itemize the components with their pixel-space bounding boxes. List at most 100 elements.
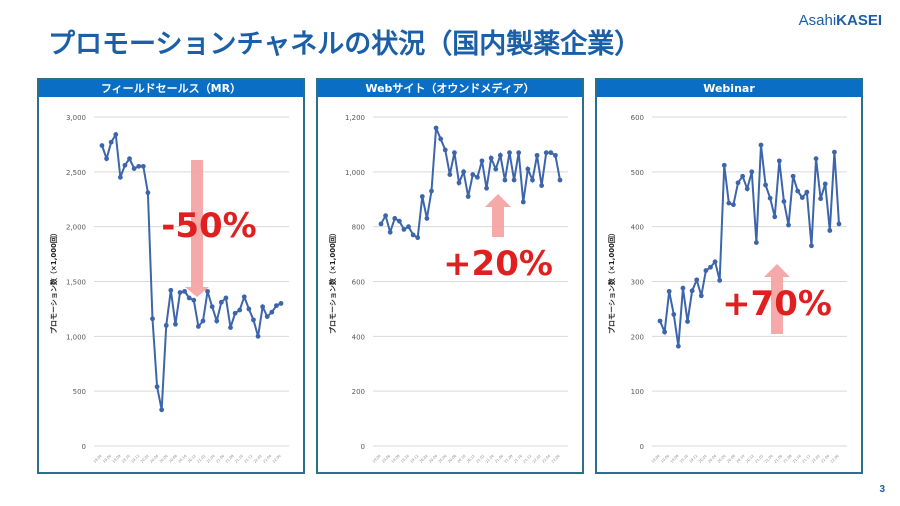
data-point xyxy=(516,150,522,156)
chart-title: Webinar xyxy=(597,80,861,97)
data-point xyxy=(264,314,270,319)
data-point xyxy=(753,240,759,245)
logo-light-text: Asahi xyxy=(798,12,837,29)
data-point xyxy=(232,310,238,316)
data-point xyxy=(237,307,243,313)
y-tick-label: 0 xyxy=(361,443,365,451)
y-tick-label: 400 xyxy=(352,333,365,341)
y-axis-label: プロモーション数（×1,000回） xyxy=(49,229,58,334)
data-point xyxy=(832,149,837,155)
data-point xyxy=(484,185,489,191)
chart-webinar: 0 100 200 300 400 500 600 プロモーション数（×1,000回） 19.0… xyxy=(607,114,847,464)
x-tick-label: 20.12 xyxy=(187,454,197,464)
x-tick-label: 21.12 xyxy=(244,454,254,464)
x-tick-label: 21.04 xyxy=(764,453,774,463)
data-point xyxy=(553,152,558,158)
data-point xyxy=(525,166,531,172)
y-tick-label: 800 xyxy=(352,224,365,232)
data-point xyxy=(108,139,114,145)
data-point xyxy=(822,181,828,187)
x-tick-label: 19.06 xyxy=(381,454,391,464)
x-tick-label: 22.02 xyxy=(532,454,542,464)
data-point xyxy=(191,297,197,303)
data-point xyxy=(712,259,718,265)
x-tick-label: 20.10 xyxy=(457,454,467,464)
data-point xyxy=(195,324,201,329)
x-tick-label: 21.02 xyxy=(754,454,764,464)
data-point xyxy=(776,158,782,164)
data-point xyxy=(251,317,256,323)
data-point xyxy=(415,235,421,241)
chart-field-sales: 0 500 1,000 1,500 2,000 2,500 3,000 プロモーション数（×1… xyxy=(49,114,289,464)
chart-panel-website: Webサイト（オウンドメディア） 0 200 400 600 800 1,000 1,200… xyxy=(316,78,584,474)
chart-title: フィールドセールス（MR） xyxy=(39,80,303,97)
data-point xyxy=(698,293,704,299)
x-tick-label: 20.06 xyxy=(438,454,448,464)
chart-website: 0 200 400 600 800 1,000 1,200 プロモーション数（×1,000回）… xyxy=(328,114,568,464)
page-title: プロモーションチャネルの状況（国内製薬企業） xyxy=(48,29,642,60)
data-point xyxy=(452,150,457,156)
data-point xyxy=(479,158,485,164)
x-tick-label: 20.06 xyxy=(159,454,169,464)
data-point xyxy=(228,325,233,330)
chart-panel-webinar: Webinar 0 100 200 300 400 500 600 プロモーション数（×1,0… xyxy=(595,78,863,474)
x-tick-label: 21.12 xyxy=(523,454,533,464)
x-tick-label: 20.04 xyxy=(707,453,717,463)
data-point xyxy=(218,299,224,305)
x-tick-label: 19.08 xyxy=(112,454,122,464)
data-point xyxy=(406,224,411,230)
x-tick-label: 21.08 xyxy=(225,454,235,464)
x-tick-label: 21.08 xyxy=(783,454,793,464)
data-point xyxy=(662,329,667,335)
data-point xyxy=(818,196,824,202)
series-line xyxy=(380,127,561,240)
data-point xyxy=(168,287,174,293)
x-tick-label: 19.06 xyxy=(660,454,670,464)
x-tick-label: 20.10 xyxy=(178,454,188,464)
data-point xyxy=(419,194,425,199)
data-point xyxy=(694,277,700,283)
annotation-label: -50% xyxy=(161,206,257,246)
x-tick-label: 20.12 xyxy=(745,454,755,464)
x-tick-label: 19.04 xyxy=(93,453,103,463)
x-tick-label: 22.04 xyxy=(820,453,830,463)
data-point xyxy=(163,322,169,328)
data-point xyxy=(731,202,736,208)
data-point xyxy=(255,333,261,339)
x-tick-label: 21.06 xyxy=(773,454,783,464)
x-tick-label: 19.10 xyxy=(121,454,131,464)
x-tick-label: 20.06 xyxy=(717,454,727,464)
data-point xyxy=(795,188,801,194)
x-tick-label: 19.12 xyxy=(409,454,419,464)
data-point xyxy=(99,143,105,148)
data-point xyxy=(735,180,741,186)
x-tick-label: 21.02 xyxy=(196,454,206,464)
series-line xyxy=(659,144,840,347)
data-point xyxy=(465,194,471,199)
data-point xyxy=(214,318,220,324)
data-point xyxy=(790,173,796,179)
x-tick-label: 21.04 xyxy=(206,453,216,463)
data-point xyxy=(131,166,137,171)
logo-bold-text: KASEI xyxy=(836,12,882,29)
data-point xyxy=(205,288,210,294)
company-logo: AsahiKASEI xyxy=(799,12,882,29)
x-tick-label: 20.02 xyxy=(698,454,708,464)
data-point xyxy=(497,152,503,158)
data-point xyxy=(447,172,453,177)
data-point xyxy=(145,190,151,196)
data-point xyxy=(685,319,690,324)
data-point xyxy=(804,189,810,195)
data-point xyxy=(772,214,778,220)
y-tick-label: 0 xyxy=(82,443,86,451)
x-tick-label: 22.02 xyxy=(811,454,821,464)
data-point xyxy=(154,384,160,390)
x-tick-label: 20.02 xyxy=(140,454,150,464)
data-point xyxy=(186,295,192,301)
data-point xyxy=(177,290,183,295)
data-point xyxy=(159,407,165,413)
data-point xyxy=(507,150,512,156)
chart-panel-field-sales: フィールドセールス（MR） 0 500 1,000 1,500 2,000 2,500 3,… xyxy=(37,78,305,474)
data-point xyxy=(717,278,723,283)
data-point xyxy=(438,136,444,142)
